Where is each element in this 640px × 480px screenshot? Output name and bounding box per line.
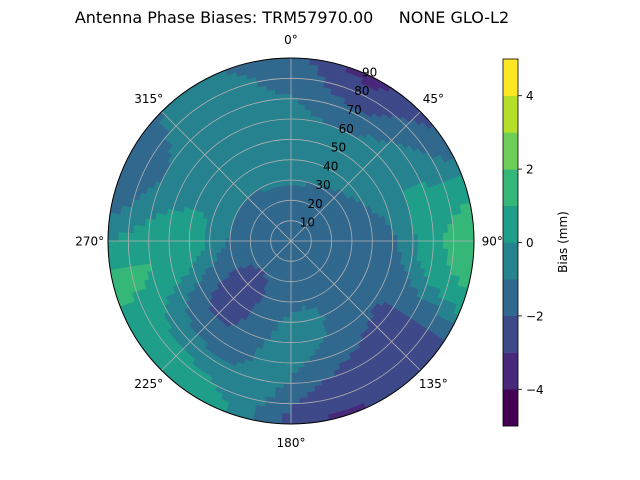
theta-tick-label: 225° [134,377,163,391]
theta-tick-label: 315° [134,92,163,106]
colorbar-ticks: −4 −2 0 2 4 [518,89,544,397]
radial-tick-label: 80 [354,84,369,98]
radial-tick-label: 50 [331,141,346,155]
colorbar-band [503,95,518,133]
chart-title: Antenna Phase Biases: TRM57970.00 NONE G… [75,8,509,27]
theta-tick-label: 180° [277,436,306,450]
radial-tick-label: 60 [339,122,354,136]
colorbar-band [503,315,518,353]
colorbar-tick-label: −4 [526,383,544,397]
radial-tick-label: 70 [346,103,361,117]
theta-tick-label: 90° [482,235,503,249]
polar-plot-area: 0° 45° 90° 135° 180° 225° 270° 315° 10 20 30 40 50 6… [75,33,503,450]
colorbar-band [503,279,518,317]
radial-tick-label: 30 [315,178,330,192]
polar-grid [107,57,475,425]
colorbar-band [503,169,518,207]
theta-tick-label: 270° [75,235,104,249]
colorbar: −4 −2 0 2 4 Bias (mm) [502,58,570,427]
colorbar-band [503,132,518,170]
radial-tick-label: 40 [323,159,338,173]
colorbar-tick-label: −2 [526,309,544,323]
colorbar-band [503,59,518,96]
bias-contour-fill [108,58,474,424]
theta-tick-label: 135° [419,377,448,391]
theta-tick-label: 0° [284,33,298,47]
radial-tick-label: 20 [308,197,323,211]
colorbar-bands [503,59,518,427]
colorbar-band [503,389,518,427]
theta-tick-label: 45° [423,92,444,106]
colorbar-tick-label: 0 [526,236,534,250]
colorbar-tick-label: 4 [526,89,534,103]
colorbar-band [503,352,518,390]
colorbar-tick-label: 2 [526,163,534,177]
radial-tick-label: 90 [362,65,377,79]
colorbar-band [503,205,518,243]
colorbar-label: Bias (mm) [556,211,570,273]
radial-tick-label: 10 [300,216,315,230]
colorbar-band [503,242,518,280]
